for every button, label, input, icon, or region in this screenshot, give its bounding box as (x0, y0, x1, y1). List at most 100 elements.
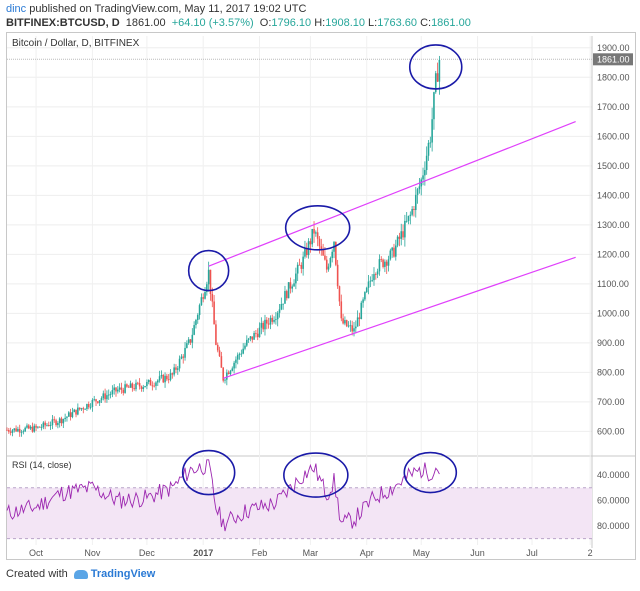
candle (229, 369, 232, 377)
candle-body (218, 350, 221, 357)
candle-body (66, 416, 68, 418)
candle (167, 373, 170, 384)
candle-body (200, 297, 203, 306)
candle-body (287, 282, 290, 299)
trendlines (208, 121, 576, 379)
candle-body (255, 333, 257, 334)
x-tick-label: Oct (29, 548, 44, 558)
candle (422, 167, 424, 186)
candle (53, 416, 56, 423)
candle (73, 408, 76, 413)
candle (425, 146, 428, 175)
candle (222, 366, 224, 383)
candle (173, 363, 175, 377)
candle-body (335, 241, 337, 265)
candle (149, 377, 152, 386)
candle-body (13, 428, 16, 431)
candle (235, 356, 237, 369)
candle-body (331, 251, 334, 258)
rsi-band (7, 487, 592, 539)
annotation-circle (403, 451, 458, 494)
candle-body (9, 431, 12, 433)
candle (409, 211, 412, 225)
x-tick-label: Apr (360, 548, 374, 558)
candle (344, 316, 346, 326)
candle-body (137, 382, 139, 384)
candle (304, 240, 306, 259)
annotation-circle (181, 449, 236, 496)
candle (404, 214, 406, 247)
candle-body (358, 317, 361, 319)
candle-body (129, 383, 132, 388)
candle (8, 428, 10, 434)
candle-body (187, 339, 190, 344)
candle-body (35, 425, 37, 428)
x-tick-label: 2017 (193, 548, 213, 558)
tradingview-cloud-icon (73, 569, 88, 579)
candle-body (215, 324, 217, 345)
candle (400, 223, 403, 246)
candle (309, 238, 312, 253)
candle-body (51, 419, 54, 426)
candle (20, 429, 23, 437)
candle-body (176, 368, 179, 370)
candle-body (173, 367, 175, 375)
candle (393, 243, 395, 258)
candle-body (304, 248, 306, 257)
candle-body (282, 303, 284, 305)
candle (6, 427, 8, 431)
candle (104, 388, 106, 403)
candle-body (436, 73, 439, 82)
candle-body (120, 387, 123, 390)
candle (247, 337, 250, 343)
candle (138, 378, 141, 390)
candle-body (222, 367, 224, 381)
candle-body (87, 404, 90, 408)
author-link[interactable]: dinc (6, 3, 27, 15)
candle (127, 384, 130, 388)
candle (347, 321, 350, 328)
candle-body (394, 245, 397, 257)
candle-body (186, 343, 188, 348)
candle-body (193, 325, 195, 335)
candle (80, 407, 83, 412)
candle (331, 249, 334, 263)
x-tick-label: Jul (526, 548, 538, 558)
candle-body (117, 389, 119, 392)
rsi-tick-label: 60.0000 (597, 496, 630, 506)
candle-body (313, 228, 315, 234)
candle-body (15, 428, 17, 432)
candle-body (89, 406, 92, 408)
tradingview-logo[interactable]: TradingView (73, 568, 156, 580)
candle-body (122, 389, 125, 393)
candle (193, 321, 195, 336)
candle (133, 384, 135, 391)
candle-body (126, 384, 128, 387)
candle-body (196, 315, 199, 320)
candle (280, 297, 283, 311)
tradingview-brand: TradingView (90, 568, 156, 580)
x-tick-label: Jun (470, 548, 485, 558)
candle-body (233, 362, 235, 369)
candle-body (425, 155, 428, 171)
candle-body (262, 322, 264, 330)
candle-body (293, 283, 295, 287)
candle-body (11, 430, 14, 433)
candle (28, 423, 30, 430)
candle-body (47, 425, 50, 426)
candle (353, 321, 355, 337)
candle-body (316, 232, 319, 239)
candle-body (229, 370, 232, 375)
x-tick-label: May (413, 548, 431, 558)
y-tick-label: 1700.00 (597, 102, 630, 112)
candle (9, 427, 12, 436)
candle-body (356, 317, 359, 327)
candle (256, 328, 259, 341)
candle (158, 370, 161, 383)
candle-body (249, 336, 252, 339)
candle-body (57, 422, 59, 426)
candle (433, 91, 435, 130)
candle-body (31, 426, 34, 432)
candle (376, 268, 379, 279)
